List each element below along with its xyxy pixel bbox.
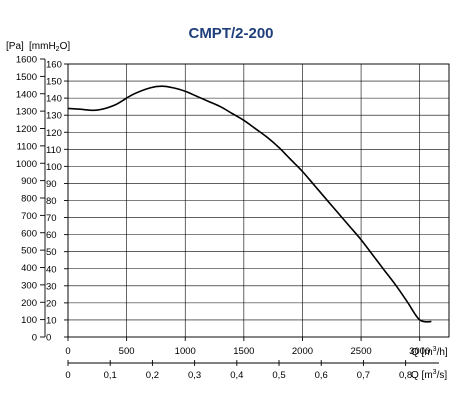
x-bottom-tick-label: 0,6	[315, 370, 328, 381]
y-outer-tick-label: 700	[21, 211, 37, 222]
y-outer-tick-label: 200	[21, 298, 37, 309]
y-outer-tick-label: 1600	[16, 55, 37, 66]
y-inner-tick-label: 10	[46, 315, 57, 326]
y-inner-tick-label: 160	[46, 60, 62, 71]
x-top-axis-label: Q [m3/h]	[411, 346, 448, 358]
y-inner-tick-label: 40	[46, 264, 57, 275]
y-outer-tick-label: 100	[21, 315, 37, 326]
y-inner-tick-label: 30	[46, 281, 57, 292]
y-inner-tick-label: 70	[46, 213, 57, 224]
x-top-tick-label: 1500	[233, 346, 254, 357]
y-outer-tick-label: 1100	[17, 141, 37, 152]
y-inner-tick-label: 60	[46, 230, 57, 241]
y-outer-tick-label: 300	[21, 280, 37, 291]
y-outer-tick-label: 1200	[16, 124, 37, 135]
grid	[67, 63, 450, 338]
y-inner-tick-label: 100	[46, 162, 62, 173]
y-inner-tick-label: 0	[46, 333, 51, 344]
x-top-tick-label: 0	[65, 346, 70, 357]
y-inner-axis-label: [mmH2O]	[29, 41, 70, 53]
y-outer-axis-label: [Pa]	[6, 41, 24, 52]
y-outer-tick-label: 500	[21, 246, 37, 257]
y-outer-tick-label: 800	[21, 194, 37, 205]
y-inner-tick-label: 50	[46, 247, 57, 258]
y-outer-tick-label: 0	[32, 333, 37, 344]
y-outer-tick-label: 900	[21, 176, 37, 187]
x-bottom-tick-label: 0,3	[188, 370, 201, 381]
y-inner-tick-label: 110	[46, 145, 61, 156]
y-outer-tick-label: 1300	[16, 107, 37, 118]
x-top-tick-label: 1000	[175, 346, 196, 357]
x-bottom-tick-label: 0,1	[104, 370, 117, 381]
y-inner-tick-label: 80	[46, 196, 57, 207]
y-inner-tick-label: 150	[46, 77, 62, 88]
y-inner-tick-label: 120	[46, 128, 62, 139]
x-top-axis: 0 500 1000 1500 2000 2500 3000	[65, 337, 430, 357]
y-outer-tick-label: 1500	[16, 72, 37, 83]
x-bottom-tick-label: 0,8	[399, 370, 412, 381]
x-bottom-tick-label: 0,2	[146, 370, 159, 381]
x-bottom-axis-label: Q [m3/s]	[411, 369, 447, 381]
x-top-tick-label: 500	[119, 346, 135, 357]
x-top-tick-label: 3000	[409, 346, 430, 357]
y-outer-tick-label: 400	[21, 263, 37, 274]
y-outer-tick-label: 1000	[16, 159, 37, 170]
x-bottom-axis: 0 0,1 0,2 0,3 0,4 0,5 0,6 0,7 0,8	[65, 360, 439, 381]
x-bottom-tick-label: 0,7	[357, 370, 370, 381]
y-outer-tick-label: 600	[21, 228, 37, 239]
y-inner-axis: 0 10 20 30 40 50 60 70 80 90 100 110 120 130 140 150 160	[46, 60, 68, 344]
x-top-tick-label: 2500	[351, 346, 372, 357]
chart-title: CMPT/2-200	[188, 25, 273, 42]
y-outer-tick-label: 1400	[16, 89, 37, 100]
performance-curve	[67, 85, 432, 323]
x-bottom-tick-label: 0	[65, 370, 70, 381]
y-inner-tick-label: 90	[46, 179, 57, 190]
x-top-tick-label: 2000	[292, 346, 313, 357]
y-inner-tick-label: 140	[46, 94, 62, 105]
y-outer-axis: 0 100 200 300 400 500 600 700 800 900 1000 1100 1200…	[16, 55, 46, 344]
y-inner-tick-label: 20	[46, 298, 57, 309]
y-inner-tick-label: 130	[46, 111, 62, 122]
x-bottom-tick-label: 0,4	[230, 370, 243, 381]
x-bottom-tick-label: 0,5	[272, 370, 285, 381]
